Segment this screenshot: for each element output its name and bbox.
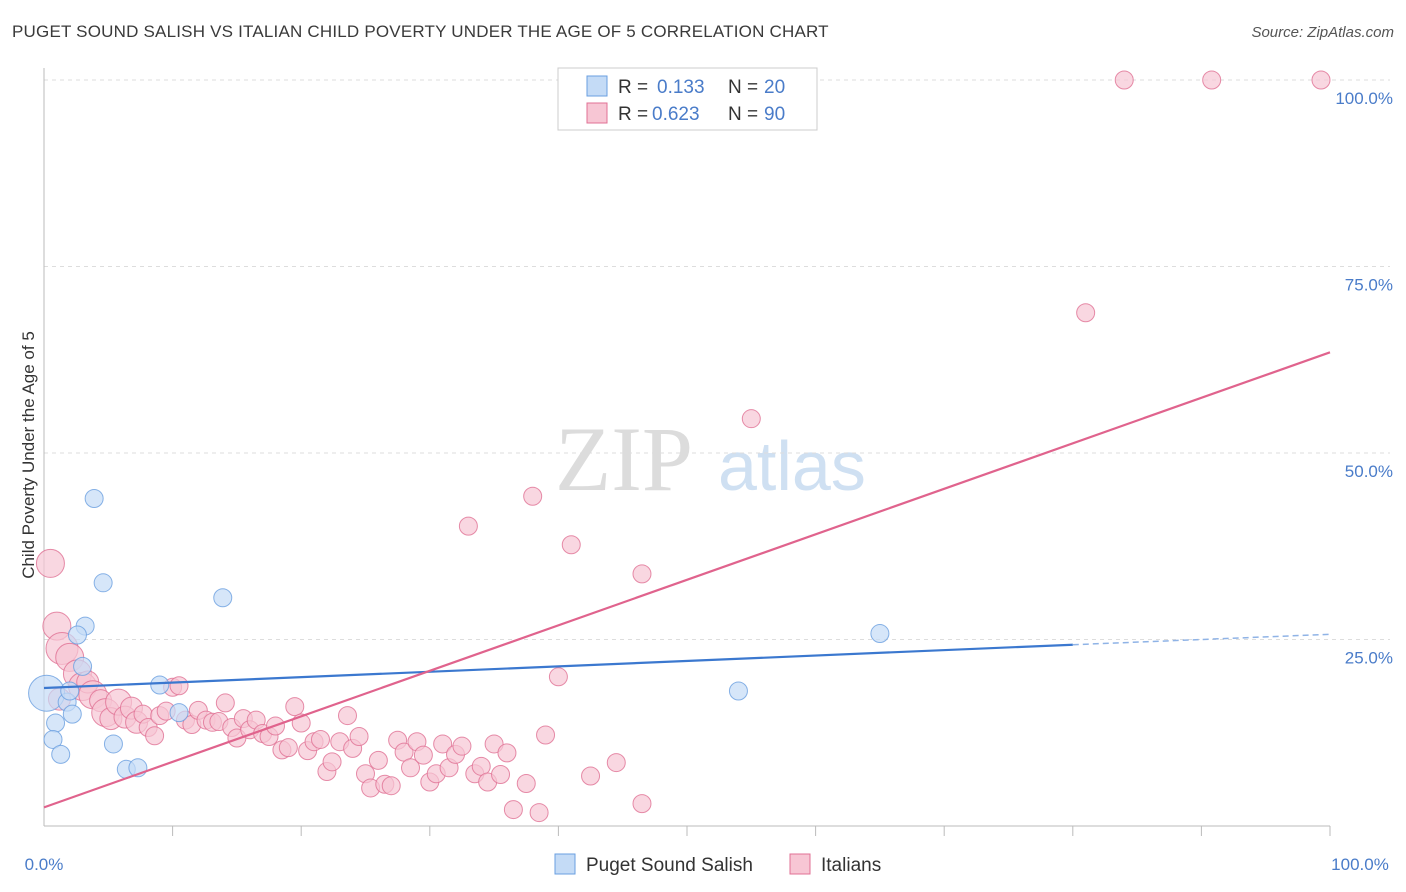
bottom-legend-label-italians: Italians: [821, 855, 881, 876]
point-italians-66: [458, 516, 478, 536]
bottom-legend-swatch-salish: [554, 853, 576, 875]
point-italians-88: [1311, 70, 1331, 90]
bottom-legend-label-salish: Puget Sound Salish: [586, 855, 753, 876]
y-tick-labels: 25.0% 50.0% 75.0% 100.0%: [1335, 89, 1393, 668]
point-italians-52: [368, 750, 388, 770]
point-salish-11: [93, 573, 113, 593]
point-italians-76: [529, 803, 549, 823]
point-salish-6: [62, 704, 82, 724]
point-salish-10: [84, 489, 104, 509]
point-salish-19: [870, 624, 890, 644]
legend: R = 0.133 N = 20 R = 0.623 N = 90: [557, 67, 818, 131]
series-italians-points: [35, 70, 1331, 823]
y-tick-label-50: 50.0%: [1345, 462, 1393, 481]
point-italians-79: [561, 535, 581, 555]
point-salish-2: [43, 729, 63, 749]
watermark-atlas: atlas: [718, 427, 866, 505]
legend-n-label-italians: N =: [728, 104, 758, 125]
legend-r-label-italians: R =: [618, 104, 648, 125]
point-salish-7: [73, 656, 93, 676]
point-italians-85: [1076, 303, 1096, 323]
watermark: ZIP atlas: [555, 408, 866, 510]
y-axis-title: Child Poverty Under the Age of 5: [19, 331, 38, 579]
point-italians-39: [285, 697, 305, 717]
point-salish-15: [150, 675, 170, 695]
x-tick-label-max: 100.0%: [1331, 855, 1389, 874]
legend-swatch-italians: [586, 102, 608, 124]
point-italians-72: [497, 743, 517, 763]
point-italians-47: [337, 706, 357, 726]
trend-line-italians: [43, 351, 1331, 809]
point-italians-84: [741, 409, 761, 429]
x-ticks: [172, 826, 1331, 836]
point-italians-28: [215, 693, 235, 713]
point-salish-1: [46, 713, 66, 733]
point-italians-0: [35, 548, 65, 578]
point-italians-57: [401, 758, 421, 778]
trend-line-salish: [43, 643, 1073, 690]
point-italians-75: [523, 486, 543, 506]
point-italians-73: [503, 800, 523, 820]
chart-title: PUGET SOUND SALISH VS ITALIAN CHILD POVE…: [12, 22, 829, 41]
point-italians-62: [433, 734, 453, 754]
source-credit: Source: ZipAtlas.com: [1251, 24, 1394, 41]
point-italians-78: [548, 667, 568, 687]
point-salish-16: [169, 703, 189, 723]
legend-r-value-italians: 0.623: [652, 104, 700, 125]
y-tick-label-25: 25.0%: [1345, 649, 1393, 668]
point-italians-38: [278, 738, 298, 758]
legend-n-value-salish: 20: [764, 77, 785, 98]
bottom-legend: Puget Sound Salish Italians: [554, 853, 881, 876]
point-salish-3: [51, 744, 71, 764]
point-italians-21: [169, 676, 189, 696]
point-italians-81: [606, 753, 626, 773]
trend-line-salish-extension: [1072, 633, 1331, 646]
point-salish-5: [60, 681, 80, 701]
point-italians-49: [349, 726, 369, 746]
legend-r-label-salish: R =: [618, 77, 648, 98]
point-italians-65: [452, 736, 472, 756]
point-italians-43: [310, 729, 330, 749]
gridlines: [44, 79, 1390, 640]
point-italians-45: [322, 752, 342, 772]
point-italians-74: [516, 773, 536, 793]
x-tick-label-min: 0.0%: [25, 855, 64, 874]
point-italians-59: [413, 745, 433, 765]
y-tick-label-100: 100.0%: [1335, 89, 1393, 108]
legend-n-label-salish: N =: [728, 77, 758, 98]
point-italians-17: [145, 726, 165, 746]
y-tick-label-75: 75.0%: [1345, 276, 1393, 295]
point-italians-86: [1114, 70, 1134, 90]
point-salish-9: [67, 625, 87, 645]
point-salish-12: [103, 734, 123, 754]
legend-r-value-salish: 0.133: [657, 77, 705, 98]
legend-n-value-italians: 90: [764, 104, 785, 125]
point-italians-54: [381, 776, 401, 796]
point-salish-17: [213, 588, 233, 608]
trend-lines: [43, 351, 1331, 809]
point-italians-71: [491, 765, 511, 785]
watermark-zip: ZIP: [555, 408, 693, 510]
point-italians-83: [632, 794, 652, 814]
point-italians-87: [1202, 70, 1222, 90]
legend-swatch-salish: [586, 75, 608, 97]
bottom-legend-swatch-italians: [789, 853, 811, 875]
point-italians-77: [536, 725, 556, 745]
point-italians-80: [581, 766, 601, 786]
point-italians-82: [632, 564, 652, 584]
point-salish-18: [728, 681, 748, 701]
